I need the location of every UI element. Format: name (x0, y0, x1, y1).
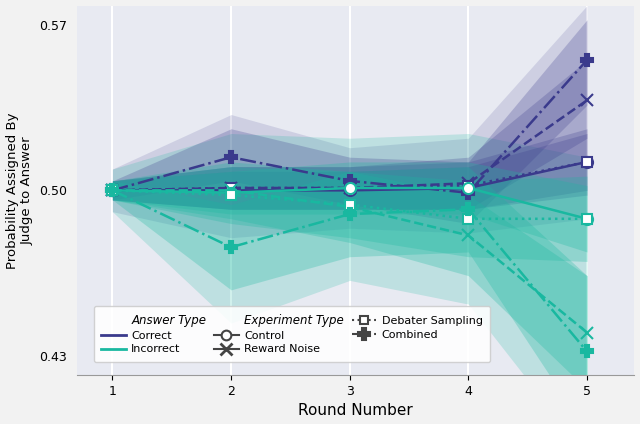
Legend: Answer Type, Correct, Incorrect, Experiment Type, Control, Reward Noise, Debater: Answer Type, Correct, Incorrect, Experim… (93, 306, 490, 362)
X-axis label: Round Number: Round Number (298, 404, 413, 418)
Y-axis label: Probability Assigned By
Judge to Answer: Probability Assigned By Judge to Answer (6, 112, 33, 269)
